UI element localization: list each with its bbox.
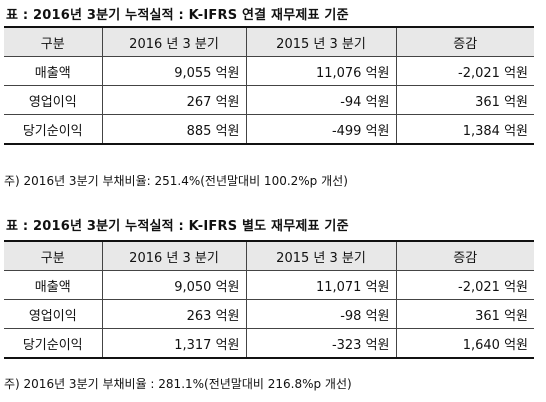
cell-change: 1,384 억원: [395, 114, 534, 145]
table-row: 영업이익 267 억원 -94 억원 361 억원: [4, 85, 534, 115]
table-row: 당기순이익 1,317 억원 -323 억원 1,640 억원: [4, 328, 534, 359]
cell-change: 1,640 억원: [395, 328, 534, 359]
cell-2015q3: -98 억원: [245, 299, 397, 329]
table-note-separate: 주) 2016년 3분기 부채비율 : 281.1%(전년말대비 216.8%p…: [4, 377, 352, 391]
cell-change: 361 억원: [395, 85, 534, 115]
header-category: 구분: [4, 26, 103, 57]
table-title-consolidated: 표 : 2016년 3분기 누적실적 : K-IFRS 연결 재무제표 기준: [6, 8, 349, 23]
cell-2016q3: 1,317 억원: [101, 328, 247, 359]
table-title-separate: 표 : 2016년 3분기 누적실적 : K-IFRS 별도 재무제표 기준: [6, 219, 349, 234]
table-header-row: 구분 2016 년 3 분기 2015 년 3 분기 증감: [4, 240, 534, 271]
cell-2015q3: 11,076 억원: [245, 56, 397, 86]
header-2016q3: 2016 년 3 분기: [101, 26, 247, 57]
table-row: 당기순이익 885 억원 -499 억원 1,384 억원: [4, 114, 534, 145]
cell-2016q3: 9,050 억원: [101, 270, 247, 300]
cell-2015q3: -323 억원: [245, 328, 397, 359]
results-table-consolidated: 구분 2016 년 3 분기 2015 년 3 분기 증감 매출액 9,055 …: [4, 26, 534, 145]
table-header-row: 구분 2016 년 3 분기 2015 년 3 분기 증감: [4, 26, 534, 57]
cell-2016q3: 263 억원: [101, 299, 247, 329]
row-label: 매출액: [4, 56, 103, 86]
cell-2015q3: 11,071 억원: [245, 270, 397, 300]
header-change: 증감: [395, 26, 534, 57]
cell-2015q3: -499 억원: [245, 114, 397, 145]
table-row: 매출액 9,055 억원 11,076 억원 -2,021 억원: [4, 56, 534, 86]
row-label: 영업이익: [4, 299, 103, 329]
header-2015q3: 2015 년 3 분기: [245, 26, 397, 57]
cell-2015q3: -94 억원: [245, 85, 397, 115]
header-2015q3: 2015 년 3 분기: [245, 240, 397, 271]
cell-2016q3: 9,055 억원: [101, 56, 247, 86]
cell-change: -2,021 억원: [395, 270, 534, 300]
table-note-consolidated: 주) 2016년 3분기 부채비율: 251.4%(전년말대비 100.2%p …: [4, 174, 348, 188]
table-row: 매출액 9,050 억원 11,071 억원 -2,021 억원: [4, 270, 534, 300]
row-label: 당기순이익: [4, 114, 103, 145]
header-change: 증감: [395, 240, 534, 271]
cell-change: 361 억원: [395, 299, 534, 329]
cell-change: -2,021 억원: [395, 56, 534, 86]
cell-2016q3: 267 억원: [101, 85, 247, 115]
table-row: 영업이익 263 억원 -98 억원 361 억원: [4, 299, 534, 329]
row-label: 영업이익: [4, 85, 103, 115]
row-label: 매출액: [4, 270, 103, 300]
header-2016q3: 2016 년 3 분기: [101, 240, 247, 271]
header-category: 구분: [4, 240, 103, 271]
cell-2016q3: 885 억원: [101, 114, 247, 145]
results-table-separate: 구분 2016 년 3 분기 2015 년 3 분기 증감 매출액 9,050 …: [4, 240, 534, 359]
row-label: 당기순이익: [4, 328, 103, 359]
